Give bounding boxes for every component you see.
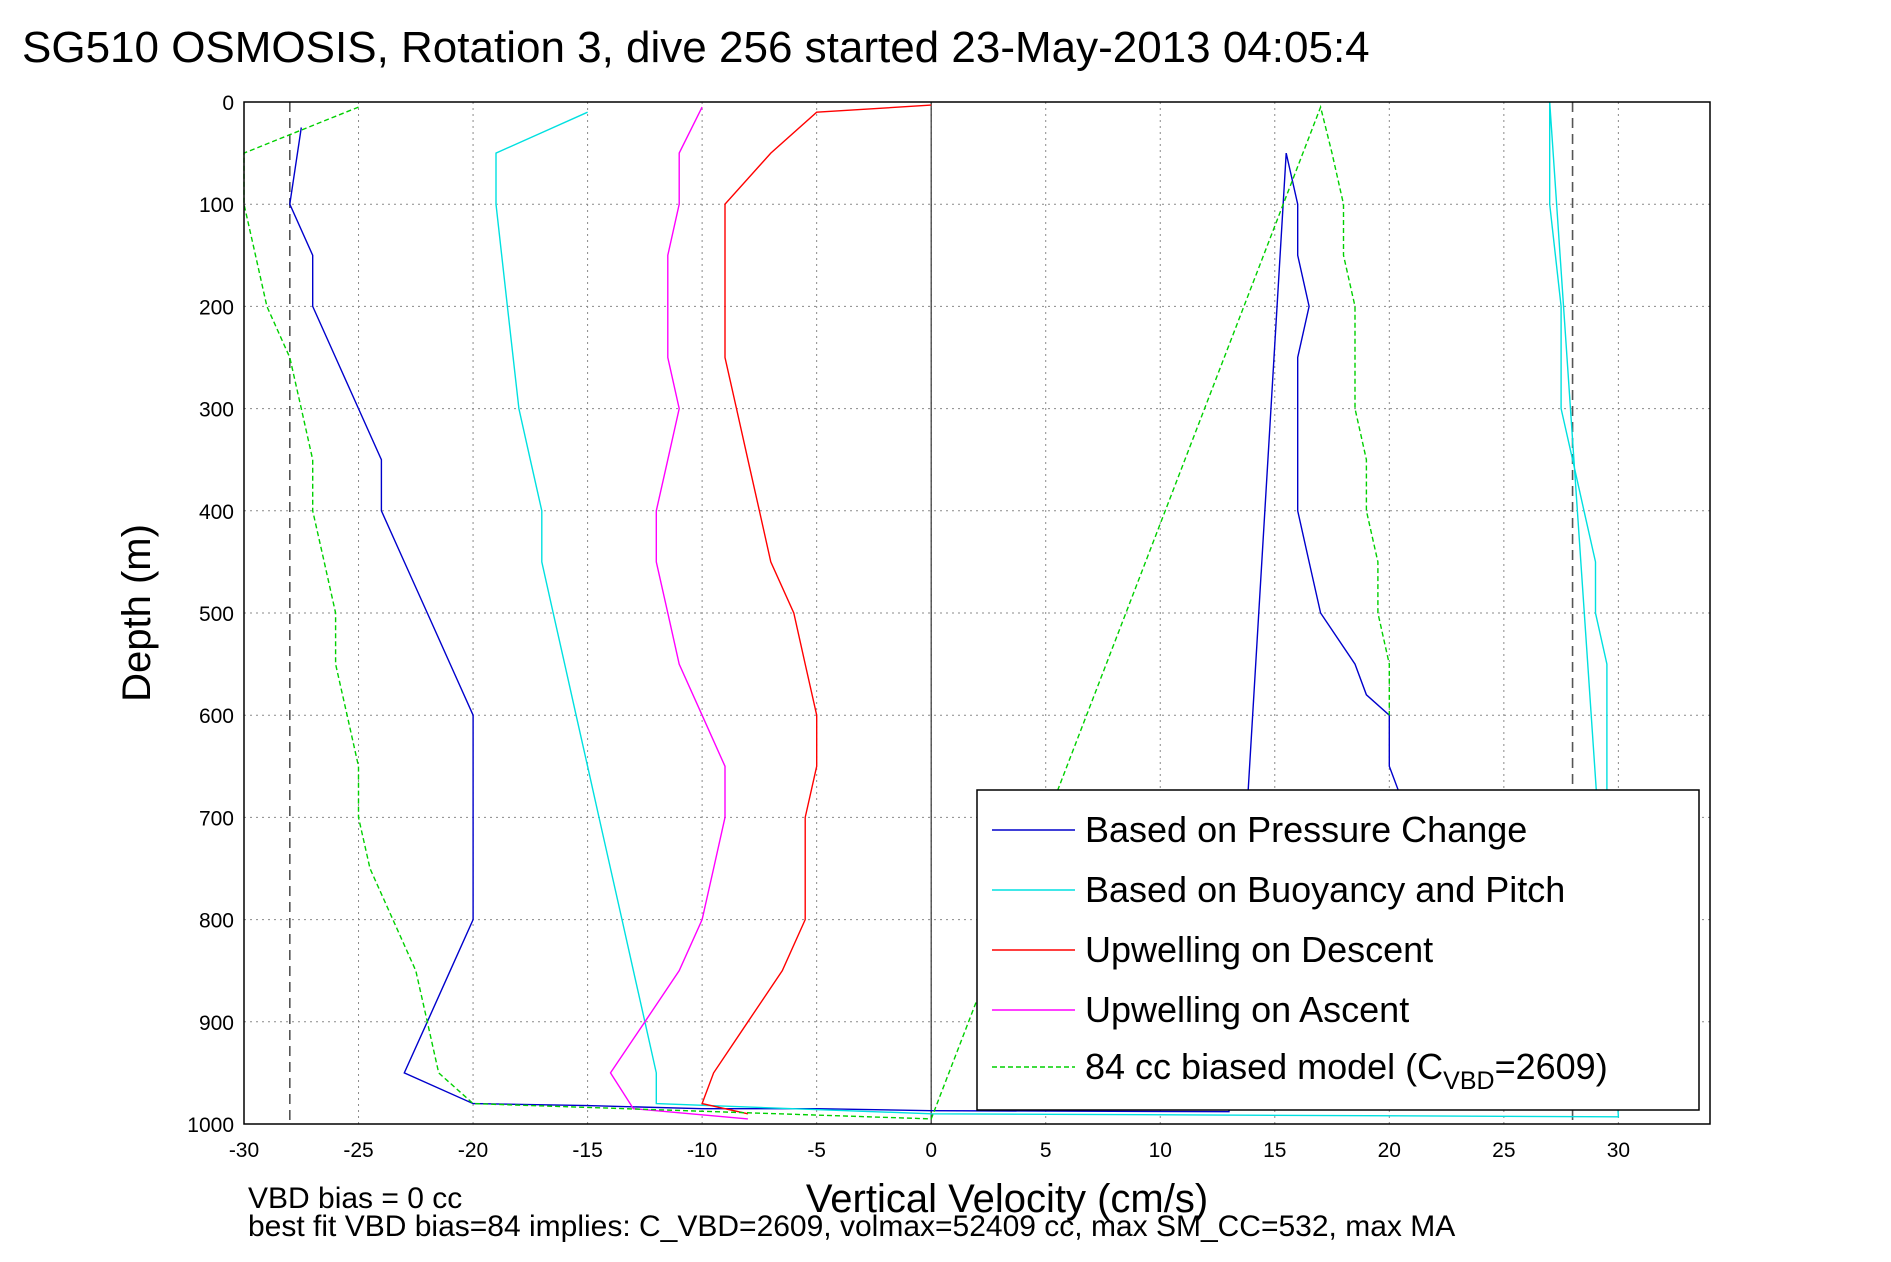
series-line-pressure bbox=[289, 127, 1402, 1113]
legend-label-descent: Upwelling on Descent bbox=[1085, 929, 1433, 970]
series-line-descent bbox=[701, 104, 932, 1115]
y-axis-label: Depth (m) bbox=[115, 524, 159, 702]
y-tick-label: 300 bbox=[199, 399, 234, 422]
chart-title: SG510 OSMOSIS, Rotation 3, dive 256 star… bbox=[22, 23, 1370, 72]
legend-label-pressure: Based on Pressure Change bbox=[1085, 809, 1527, 850]
best-fit-note: best fit VBD bias=84 implies: C_VBD=2609… bbox=[248, 1210, 1455, 1243]
x-axis-label: Vertical Velocity (cm/s) bbox=[806, 1177, 1208, 1221]
series-lines bbox=[243, 101, 1620, 1120]
y-tick-label: 0 bbox=[222, 92, 234, 115]
x-tick-label: -15 bbox=[572, 1139, 602, 1162]
x-tick-label: -25 bbox=[343, 1139, 373, 1162]
x-tick-label: 25 bbox=[1492, 1139, 1515, 1162]
x-tick-label: -30 bbox=[229, 1139, 259, 1162]
legend-box bbox=[976, 789, 1700, 1111]
y-tick-label: 100 bbox=[199, 194, 234, 217]
x-tick-label: 0 bbox=[925, 1139, 937, 1162]
legend-label-ascent: Upwelling on Ascent bbox=[1085, 989, 1409, 1030]
y-tick-label: 800 bbox=[199, 910, 234, 933]
x-tick-label: 15 bbox=[1263, 1139, 1286, 1162]
y-tick-label: 600 bbox=[199, 705, 234, 728]
x-tick-label: 10 bbox=[1149, 1139, 1172, 1162]
legend-label-model: 84 cc biased model (CVBD=2609) bbox=[1085, 1046, 1608, 1095]
legend: Based on Pressure Change Based on Buoyanc… bbox=[976, 789, 1700, 1111]
y-tick-label: 500 bbox=[199, 603, 234, 626]
x-tick-label: 20 bbox=[1378, 1139, 1401, 1162]
legend-label-buoyancy: Based on Buoyancy and Pitch bbox=[1085, 869, 1565, 910]
plot-frame bbox=[243, 101, 1711, 1125]
y-tick-label: 400 bbox=[199, 501, 234, 524]
x-tick-label: -20 bbox=[458, 1139, 488, 1162]
y-tick-label: 900 bbox=[199, 1012, 234, 1035]
x-tick-label: 5 bbox=[1040, 1139, 1052, 1162]
series-line-ascent bbox=[609, 106, 748, 1120]
y-tick-label: 200 bbox=[199, 296, 234, 319]
x-tick-labels: -30 -25 -20 -15 -10 -5 0 5 10 15 20 25 30 bbox=[229, 1139, 1630, 1162]
series-line-model bbox=[243, 104, 1390, 1120]
vbd-bias-note: VBD bias = 0 cc bbox=[248, 1182, 462, 1215]
y-tick-labels: 0 100 200 300 400 500 600 700 800 900 1000 bbox=[187, 92, 234, 1137]
y-tick-label: 700 bbox=[199, 807, 234, 830]
x-tick-label: -5 bbox=[807, 1139, 826, 1162]
y-tick-label: 1000 bbox=[187, 1114, 234, 1137]
x-tick-label: -10 bbox=[687, 1139, 717, 1162]
x-tick-label: 30 bbox=[1607, 1139, 1630, 1162]
